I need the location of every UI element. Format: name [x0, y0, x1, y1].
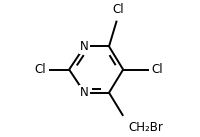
Text: Cl: Cl: [112, 3, 124, 15]
Text: Cl: Cl: [151, 63, 163, 76]
Text: Cl: Cl: [34, 63, 46, 76]
Text: N: N: [80, 86, 89, 99]
Text: N: N: [80, 40, 89, 53]
Text: CH₂Br: CH₂Br: [128, 121, 163, 134]
